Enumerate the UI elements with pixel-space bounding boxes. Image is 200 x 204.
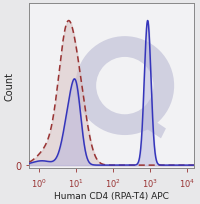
- Y-axis label: Count: Count: [4, 72, 14, 101]
- X-axis label: Human CD4 (RPA-T4) APC: Human CD4 (RPA-T4) APC: [54, 191, 169, 200]
- Circle shape: [75, 37, 174, 135]
- Circle shape: [96, 58, 153, 115]
- Polygon shape: [136, 112, 166, 139]
